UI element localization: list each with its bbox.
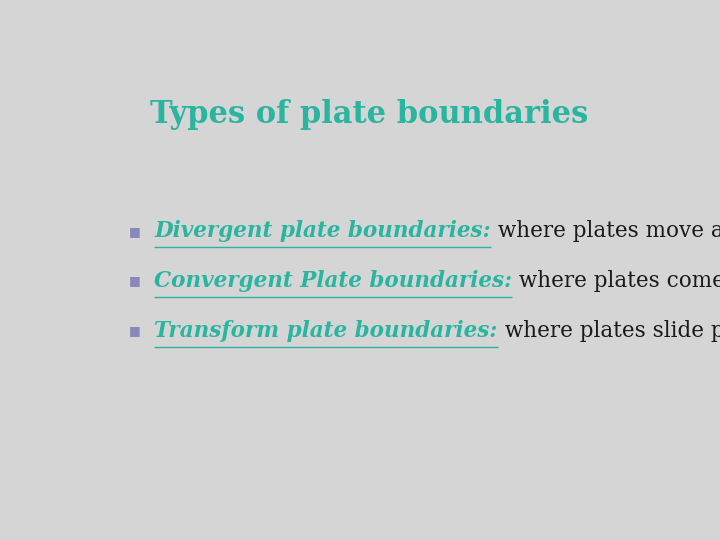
Text: where plates move apart: where plates move apart: [491, 220, 720, 242]
Text: Types of plate boundaries: Types of plate boundaries: [150, 99, 588, 130]
Text: ■: ■: [129, 225, 140, 238]
Text: ■: ■: [129, 274, 140, 287]
Text: Divergent plate boundaries:: Divergent plate boundaries:: [154, 220, 491, 242]
Text: Convergent Plate boundaries:: Convergent Plate boundaries:: [154, 270, 513, 292]
Text: where plates slide past each other: where plates slide past each other: [498, 320, 720, 342]
Text: ■: ■: [129, 325, 140, 338]
Text: where plates come together: where plates come together: [513, 270, 720, 292]
Text: Transform plate boundaries:: Transform plate boundaries:: [154, 320, 498, 342]
